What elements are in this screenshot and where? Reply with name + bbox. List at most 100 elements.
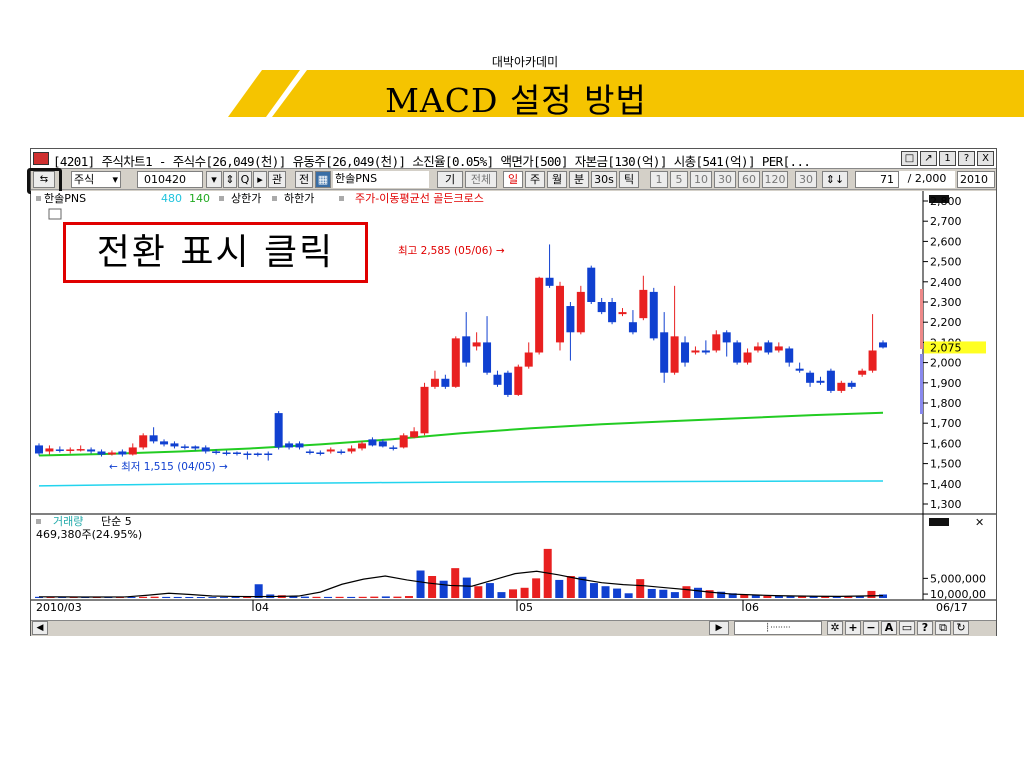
copy-button[interactable]: ⧉ <box>935 621 951 635</box>
volume-legend-ma: 단순 5 <box>101 515 132 528</box>
x-label: 04 <box>255 601 269 614</box>
y-tick-label: 1,600 <box>930 437 962 450</box>
volume-ma-line <box>38 570 884 598</box>
related-button[interactable]: 관 <box>268 171 286 188</box>
candle-body <box>681 342 690 363</box>
candle-body <box>493 374 502 385</box>
candle-body <box>649 291 658 339</box>
volume-bar <box>485 583 494 598</box>
volume-bar <box>786 596 795 598</box>
volume-bar <box>601 586 610 598</box>
zoom-out-button[interactable]: − <box>863 621 879 635</box>
legend-marker <box>36 196 41 201</box>
grid-icon[interactable]: ▦ <box>315 171 331 188</box>
price-marks: 2,075 <box>35 244 986 487</box>
zoom-in-button[interactable]: + <box>845 621 861 635</box>
market-select[interactable]: 주식 ▾ <box>71 171 121 188</box>
stock-name: 한솔PNS <box>333 171 429 188</box>
period-tick-button[interactable]: 틱 <box>619 171 639 188</box>
volume-bar <box>555 579 564 598</box>
code-stepper-button[interactable]: ⇕ <box>223 171 237 188</box>
interval-button[interactable]: 5 <box>670 171 688 188</box>
settings-button[interactable]: ✲ <box>827 621 843 635</box>
candle-body <box>858 370 867 375</box>
close-button[interactable]: X <box>977 151 994 166</box>
candle-body <box>232 452 241 454</box>
date-input[interactable]: 2010 <box>957 171 995 188</box>
prev-button[interactable]: 전 <box>295 171 313 188</box>
window-titlebar: [4201] 주식차트1 - 주식수[26,049(천)] 유동주[26,049… <box>31 149 996 169</box>
candle-body <box>785 348 794 363</box>
price-y-axis: 2,8002,7002,6002,5002,4002,3002,2002,100… <box>923 195 962 511</box>
question-icon: ? <box>921 621 929 634</box>
plus-icon: + <box>848 621 858 634</box>
zoom-slider[interactable]: ┊········ <box>734 621 822 635</box>
candle-body <box>524 352 533 367</box>
candle-body <box>628 322 637 333</box>
help-button[interactable]: ? <box>958 151 975 166</box>
legend-ma-signal: 주가-이동평균선 골든크로스 <box>355 192 484 205</box>
candle-body <box>389 447 398 449</box>
volume-bar <box>821 596 830 598</box>
period-month-button[interactable]: 월 <box>547 171 567 188</box>
period-week-button[interactable]: 주 <box>525 171 545 188</box>
scroll-left-button[interactable]: ◀ <box>32 621 48 635</box>
volume-bar <box>150 596 159 598</box>
interval-button[interactable]: 120 <box>762 171 788 188</box>
volume-bar <box>659 589 668 598</box>
interval-button[interactable]: 1 <box>650 171 668 188</box>
text-tool-button[interactable]: A <box>881 621 897 635</box>
letter-a-icon: A <box>884 621 894 634</box>
basic-button[interactable]: 기 <box>437 171 463 188</box>
all-button[interactable]: 전체 <box>465 171 497 188</box>
layout-button[interactable]: ▭ <box>899 621 915 635</box>
volume-bar <box>289 596 298 598</box>
candle-body <box>545 277 554 286</box>
interval-button[interactable]: 30 <box>714 171 736 188</box>
y-tick-label: 2,000 <box>930 357 962 370</box>
scroll-bar[interactable]: ◀ ▶ ┊········ ✲ + − A ▭ ? ⧉ ↻ <box>31 620 996 636</box>
window-number-button[interactable]: 1 <box>939 151 956 166</box>
period-day-button[interactable]: 일 <box>503 171 523 188</box>
candle-body <box>347 448 356 452</box>
volume-bar <box>809 596 818 598</box>
code-dropdown-button[interactable]: ▾ <box>206 171 222 188</box>
interval-input[interactable]: 30 <box>795 171 817 188</box>
candle-body <box>826 370 835 391</box>
search-button[interactable]: Q <box>238 171 252 188</box>
interval-button[interactable]: 60 <box>738 171 760 188</box>
volume-bar <box>451 568 460 598</box>
interval-stepper[interactable]: ⇕↓ <box>822 171 848 188</box>
legend-upper-limit: 상한가 <box>231 192 261 205</box>
candle-body <box>87 449 96 452</box>
volume-bar <box>439 580 448 598</box>
stock-code-input[interactable]: 010420 <box>137 171 203 188</box>
current-price-label: 2,075 <box>930 341 962 354</box>
interval-button[interactable]: 10 <box>690 171 712 188</box>
search-icon: Q <box>240 173 250 186</box>
scroll-right-button[interactable]: ▶ <box>709 621 729 635</box>
li-badge <box>929 518 949 526</box>
candle-body <box>180 446 189 448</box>
y-tick-label: 1,900 <box>930 377 962 390</box>
refresh-button[interactable]: ↻ <box>953 621 969 635</box>
y-tick-label: 1,500 <box>930 458 962 471</box>
volume-bar <box>844 596 853 598</box>
candle-body <box>201 447 210 452</box>
display-count-input[interactable]: 71 <box>855 171 899 188</box>
play-button[interactable]: ▸ <box>253 171 267 188</box>
y-tick-label: 2,300 <box>930 296 962 309</box>
gear-icon: ✲ <box>830 621 840 634</box>
pin-button[interactable]: ↗ <box>920 151 937 166</box>
candle-body <box>503 372 512 395</box>
candle-body <box>660 332 669 373</box>
restore-button[interactable]: □ <box>901 151 918 166</box>
toggle-display-button[interactable]: ⇆ <box>33 171 55 188</box>
lower-line <box>38 480 884 487</box>
volume-bar <box>589 583 598 598</box>
help-icon-button[interactable]: ? <box>917 621 933 635</box>
period-minute-button[interactable]: 분 <box>569 171 589 188</box>
volume-bar <box>219 597 228 598</box>
period-30s-button[interactable]: 30s <box>591 171 617 188</box>
price-range-bar-down <box>920 354 923 414</box>
